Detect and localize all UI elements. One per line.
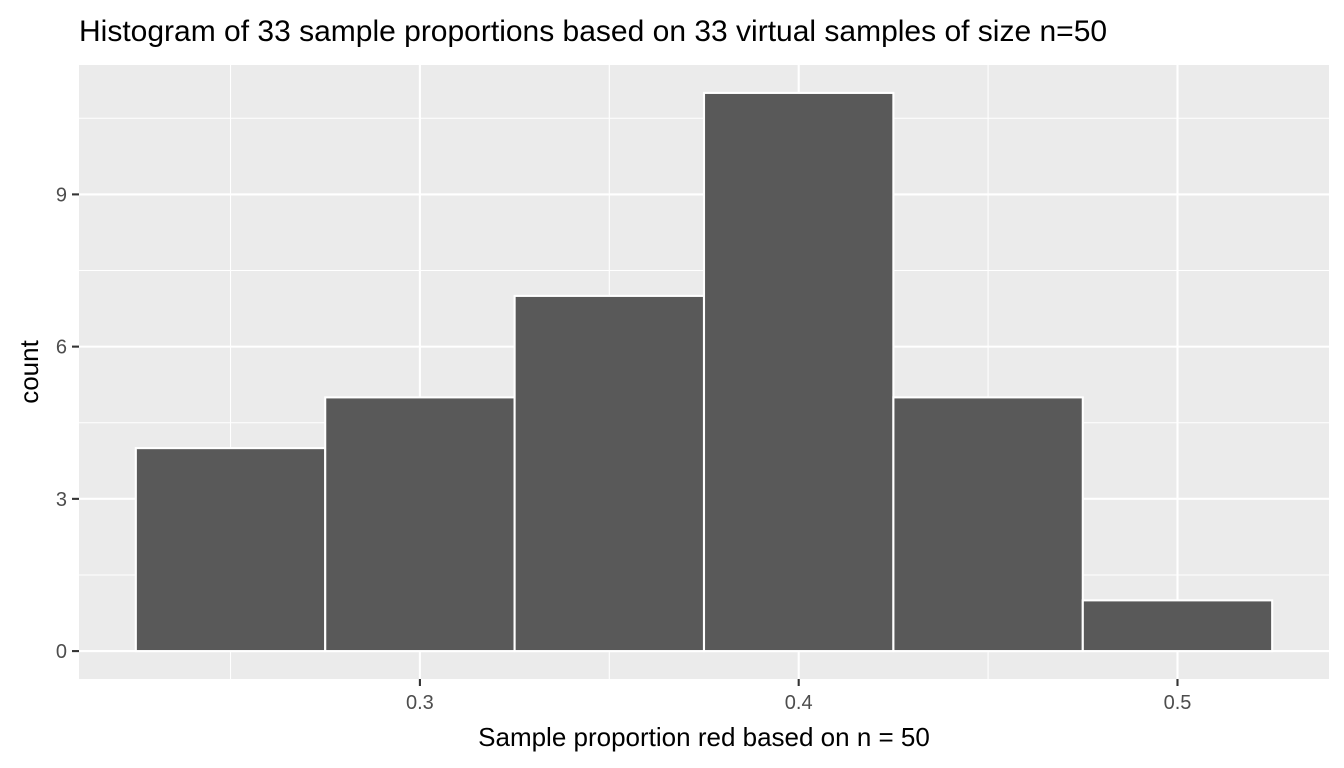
y-axis: 0 3 6 9 [56,184,79,663]
histogram-bar-5 [892,396,1084,653]
histogram-bar-4 [702,91,895,653]
y-tick-label: 3 [56,489,67,511]
histogram-bar-2 [324,396,516,653]
chart-title: Histogram of 33 sample proportions based… [79,15,1107,48]
y-axis-title: count [14,339,44,403]
histogram-bars [134,91,1274,653]
histogram-bar-3 [513,294,706,653]
x-tick-label: 0.5 [1164,692,1192,714]
x-axis: 0.3 0.4 0.5 [406,679,1191,714]
x-tick-label: 0.4 [785,692,813,714]
y-tick-label: 0 [56,641,67,663]
y-tick-label: 6 [56,337,67,359]
histogram-bar-1 [134,447,327,653]
y-tick-label: 9 [56,184,67,206]
x-tick-label: 0.3 [406,692,434,714]
histogram-bar-6 [1081,599,1274,653]
x-axis-title: Sample proportion red based on n = 50 [478,722,930,752]
